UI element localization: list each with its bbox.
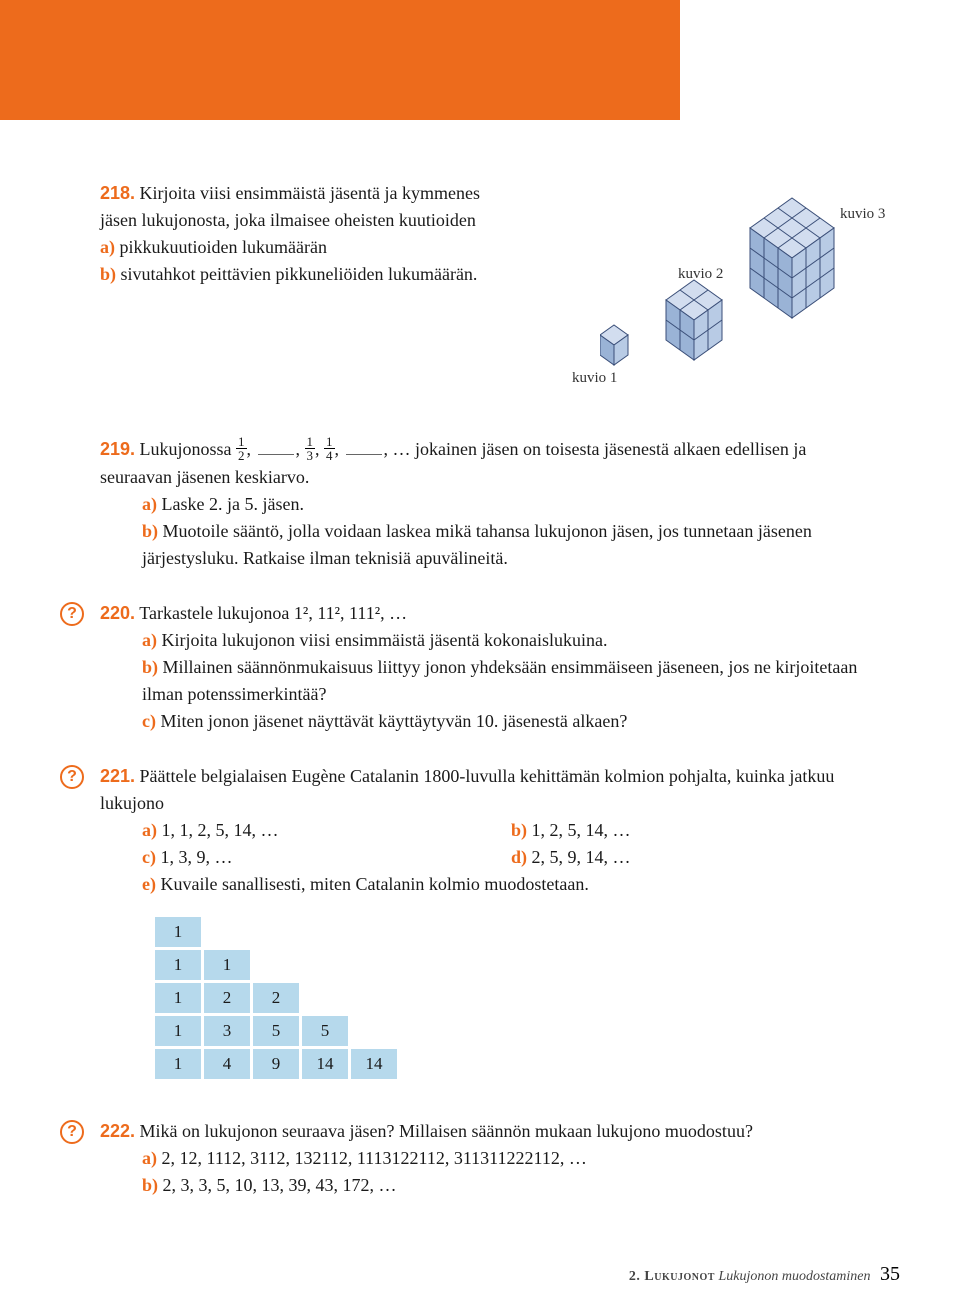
- frac-1-2: 12: [236, 435, 247, 462]
- ex-num-219: 219.: [100, 439, 135, 459]
- label-b-222: b): [142, 1175, 158, 1195]
- catalan-cell: 3: [204, 1016, 250, 1046]
- catalan-cell: 1: [155, 1049, 201, 1079]
- catalan-cell: 2: [253, 983, 299, 1013]
- ex222-a: 2, 12, 1112, 3112, 132112, 1113122112, 3…: [162, 1148, 587, 1168]
- ex-num-218: 218.: [100, 183, 135, 203]
- exercise-222: ? 222. Mikä on lukujonon seuraava jäsen?…: [100, 1118, 880, 1199]
- ex219-lead: Lukujonossa: [140, 439, 232, 459]
- catalan-cell: 5: [253, 1016, 299, 1046]
- ex219-b: Muotoile sääntö, jolla voidaan laskea mi…: [142, 521, 812, 568]
- catalan-cell: 14: [351, 1049, 397, 1079]
- blank-2: [346, 454, 382, 455]
- catalan-cell: 4: [204, 1049, 250, 1079]
- label-b-220: b): [142, 657, 158, 677]
- label-a-219: a): [142, 494, 157, 514]
- ex221-b: 1, 2, 5, 14, …: [532, 820, 631, 840]
- exercise-219: 219. Lukujonossa 12, , 13, 14, , … jokai…: [100, 436, 880, 572]
- catalan-cell: 1: [155, 1016, 201, 1046]
- ex218-b: sivutahkot peittävien pikkuneliöiden luk…: [121, 264, 478, 284]
- exercise-220: ? 220. Tarkastele lukujonoa 1², 11², 111…: [100, 600, 880, 735]
- label-b-221: b): [511, 820, 527, 840]
- catalan-cell: 14: [302, 1049, 348, 1079]
- blank-1: [258, 454, 294, 455]
- header-accent-bar: [0, 0, 680, 120]
- ex-num-222: 222.: [100, 1121, 135, 1141]
- page-number: 35: [880, 1263, 900, 1285]
- label-d-221: d): [511, 847, 527, 867]
- hint-icon-221: ?: [60, 765, 84, 789]
- ex218-a: pikkukuutioiden lukumäärän: [120, 237, 327, 257]
- ex221-e: Kuvaile sanallisesti, miten Catalanin ko…: [160, 874, 588, 894]
- page-footer: 2. Lukujonot Lukujonon muodostaminen 35: [629, 1263, 900, 1286]
- label-a-220: a): [142, 630, 157, 650]
- ex220-c: Miten jonon jäsenet näyttävät käyttäytyv…: [160, 711, 627, 731]
- label-a: a): [100, 237, 115, 257]
- exercise-218: 218. Kirjoita viisi ensimmäistä jäsentä …: [100, 180, 520, 288]
- ex222-intro: Mikä on lukujonon seuraava jäsen? Millai…: [140, 1121, 753, 1141]
- ex221-intro: Päättele belgialaisen Eugène Catalanin 1…: [100, 766, 834, 813]
- exercise-221: ? 221. Päättele belgialaisen Eugène Cata…: [100, 763, 880, 1082]
- label-b-219: b): [142, 521, 158, 541]
- label-e-221: e): [142, 874, 156, 894]
- ex221-c: 1, 3, 9, …: [160, 847, 232, 867]
- catalan-cell: 2: [204, 983, 250, 1013]
- ex221-a: 1, 1, 2, 5, 14, …: [162, 820, 279, 840]
- footer-section: Lukujonon muodostaminen: [718, 1269, 870, 1284]
- frac-1-3: 13: [305, 435, 316, 462]
- ex-num-220: 220.: [100, 603, 135, 623]
- catalan-cell: 9: [253, 1049, 299, 1079]
- frac-1-4: 14: [324, 435, 335, 462]
- page-content: 218. Kirjoita viisi ensimmäistä jäsentä …: [100, 180, 880, 1227]
- label-c-220: c): [142, 711, 156, 731]
- catalan-cell: 1: [155, 950, 201, 980]
- catalan-cell: 1: [155, 917, 201, 947]
- label-a-222: a): [142, 1148, 157, 1168]
- ex-num-221: 221.: [100, 766, 135, 786]
- ex220-b: Millainen säännönmukaisuus liittyy jonon…: [142, 657, 857, 704]
- ex220-a: Kirjoita lukujonon viisi ensimmäistä jäs…: [162, 630, 608, 650]
- label-a-221: a): [142, 820, 157, 840]
- ex219-a: Laske 2. ja 5. jäsen.: [162, 494, 304, 514]
- catalan-cell: 1: [155, 983, 201, 1013]
- hint-icon-222: ?: [60, 1120, 84, 1144]
- catalan-triangle: 11112213551491414: [152, 914, 400, 1082]
- catalan-cell: 1: [204, 950, 250, 980]
- label-b: b): [100, 264, 116, 284]
- catalan-cell: 5: [302, 1016, 348, 1046]
- label-c-221: c): [142, 847, 156, 867]
- footer-chapter: 2. Lukujonot: [629, 1269, 715, 1284]
- ex218-intro: Kirjoita viisi ensimmäistä jäsentä ja ky…: [100, 183, 480, 230]
- ex222-b: 2, 3, 3, 5, 10, 13, 39, 43, 172, …: [163, 1175, 397, 1195]
- ex221-d: 2, 5, 9, 14, …: [532, 847, 631, 867]
- hint-icon-220: ?: [60, 602, 84, 626]
- ex220-intro: Tarkastele lukujonoa 1², 11², 111², …: [139, 603, 407, 623]
